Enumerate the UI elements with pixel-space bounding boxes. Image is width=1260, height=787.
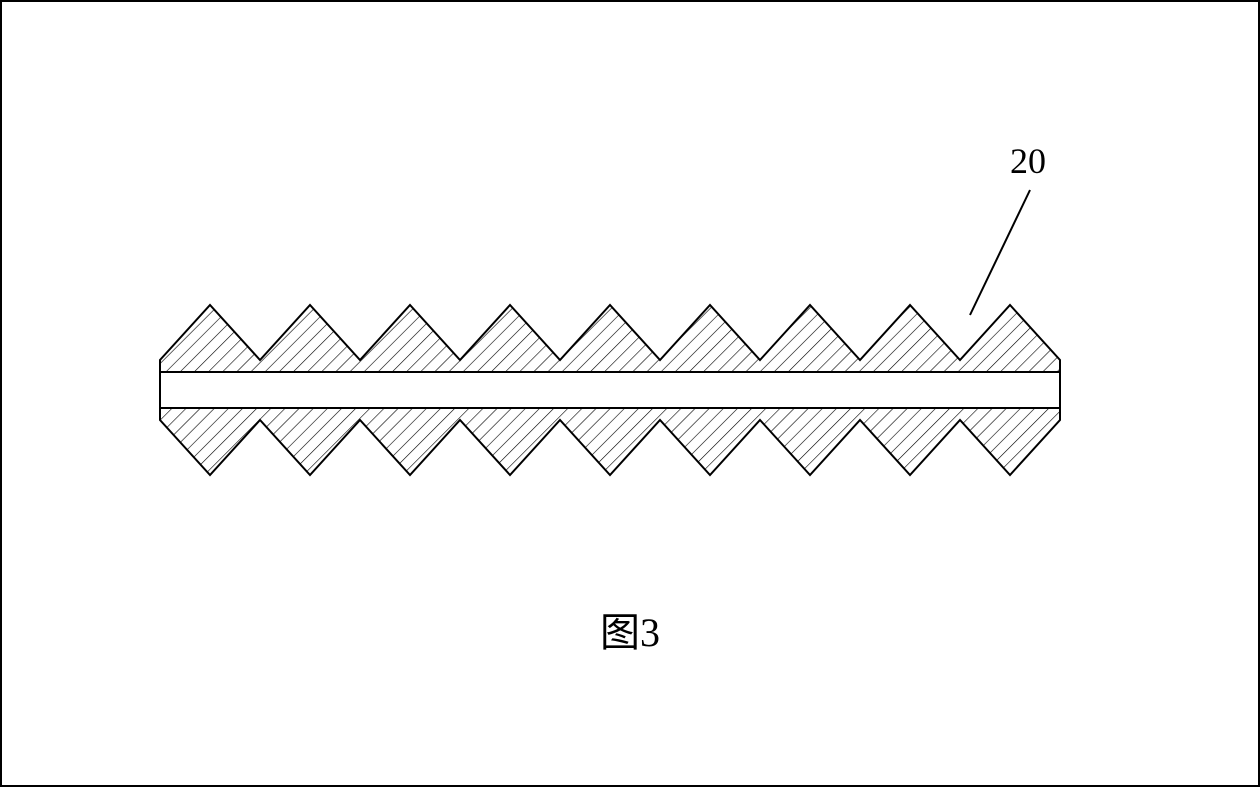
reference-label: 20 [1010,140,1046,182]
figure-caption: 图3 [0,600,1260,658]
diagram-svg [0,0,1260,787]
figure-container: 20 图3 [0,0,1260,787]
